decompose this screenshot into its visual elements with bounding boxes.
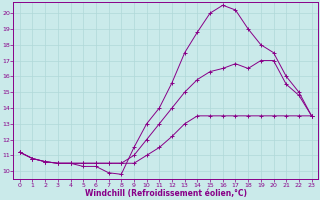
X-axis label: Windchill (Refroidissement éolien,°C): Windchill (Refroidissement éolien,°C) xyxy=(85,189,247,198)
